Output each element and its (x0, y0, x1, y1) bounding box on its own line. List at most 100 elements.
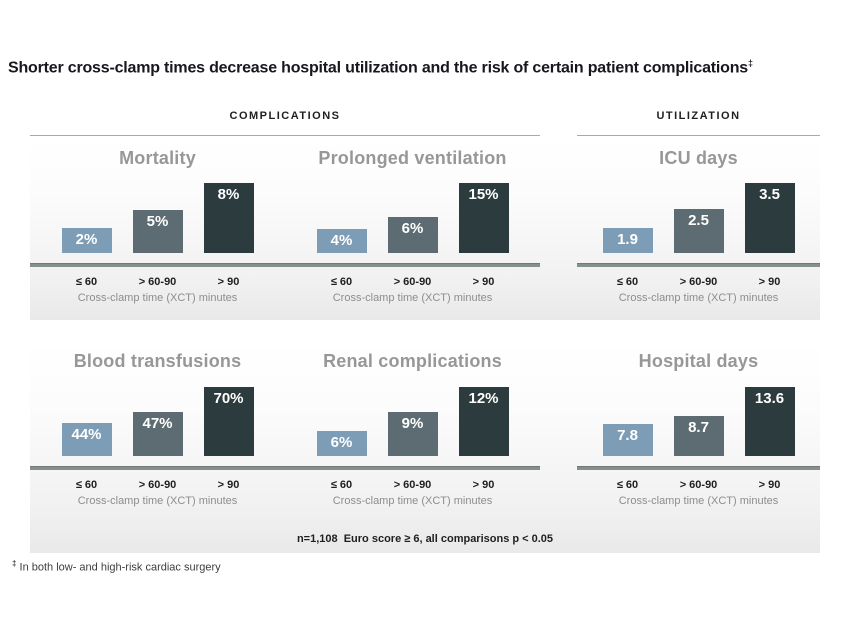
axis-caption: Cross-clamp time (XCT) minutes (77, 495, 238, 507)
bar-xct-gt90: 15% (458, 183, 509, 253)
bar-value: 3.5 (759, 186, 780, 203)
bar-xct-60-90: 6% (387, 217, 438, 253)
axis-labels-icu-days: ≤ 60 > 60-90 > 90 Cross-clamp time (XCT)… (577, 267, 820, 320)
bar-xct-gt90: 12% (458, 387, 509, 456)
charts-row: Blood transfusions 44% 47% 70% Renal com… (30, 342, 540, 466)
bar-xct-gt90: 70% (203, 387, 254, 456)
chart-row-1: Mortality 2% 5% 8% Prolonged ventilation… (30, 139, 820, 320)
bar-xct-le60: 44% (61, 423, 112, 456)
bar-value: 2.5 (688, 212, 709, 229)
tick-label: > 60-90 (138, 479, 177, 491)
chart-title: ICU days (659, 148, 738, 168)
tick-label: ≤ 60 (616, 276, 639, 288)
chart-blood-transfusions: Blood transfusions 44% 47% 70% (30, 342, 285, 466)
tick-row: ≤ 60 > 60-90 > 90 (317, 276, 509, 288)
footnote-text: In both low- and high-risk cardiac surge… (16, 561, 221, 574)
bar-value: 15% (468, 186, 499, 203)
axis-labels-row: ≤ 60 > 60-90 > 90 Cross-clamp time (XCT)… (577, 267, 820, 320)
tick-row: ≤ 60 > 60-90 > 90 (603, 479, 795, 491)
axis-caption: Cross-clamp time (XCT) minutes (332, 292, 493, 304)
footnote: ‡ In both low- and high-risk cardiac sur… (12, 559, 221, 574)
axis-line (577, 263, 820, 267)
tick-label: > 60-90 (393, 276, 432, 288)
tick-row: ≤ 60 > 60-90 > 90 (62, 479, 254, 491)
tick-label: ≤ 60 (75, 479, 98, 491)
axis-labels-hospital-days: ≤ 60 > 60-90 > 90 Cross-clamp time (XCT)… (577, 470, 820, 553)
chart-title: Blood transfusions (73, 351, 242, 371)
bar-value: 9% (401, 415, 424, 432)
chart-title: Prolonged ventilation (318, 148, 507, 168)
chart-title: Hospital days (638, 351, 759, 371)
bar-value: 7.8 (617, 427, 638, 444)
axis-line (30, 263, 540, 267)
tick-row: ≤ 60 > 60-90 > 90 (317, 479, 509, 491)
axis-labels-mortality: ≤ 60 > 60-90 > 90 Cross-clamp time (XCT)… (30, 267, 285, 320)
bar-xct-gt90: 13.6 (744, 387, 795, 456)
bar-group: 1.9 2.5 3.5 (602, 173, 795, 253)
charts-row: Hospital days 7.8 8.7 13.6 (577, 342, 820, 466)
charts-row: Mortality 2% 5% 8% Prolonged ventilation… (30, 139, 540, 263)
bar-xct-60-90: 47% (132, 412, 183, 456)
chart-title: Renal complications (323, 351, 502, 371)
bar-xct-gt90: 8% (203, 183, 254, 253)
utilization-group-row2: Hospital days 7.8 8.7 13.6 ≤ 60 > 60-90 … (577, 342, 820, 553)
bar-xct-60-90: 2.5 (673, 209, 724, 253)
bar-value: 47% (142, 415, 173, 432)
tick-label: > 60-90 (393, 479, 432, 491)
utilization-group-row1: ICU days 1.9 2.5 3.5 ≤ 60 > 60-90 > 90 (577, 139, 820, 320)
tick-label: ≤ 60 (616, 479, 639, 491)
group-gap (540, 342, 577, 553)
bar-value: 8% (217, 186, 240, 203)
section-header-complications: COMPLICATIONS (30, 110, 540, 136)
bar-group: 2% 5% 8% (61, 173, 254, 253)
chart-row-2: Blood transfusions 44% 47% 70% Renal com… (30, 342, 820, 553)
axis-caption: Cross-clamp time (XCT) minutes (618, 495, 779, 507)
chart-prolonged-ventilation: Prolonged ventilation 4% 6% 15% (285, 139, 540, 263)
bar-group: 4% 6% 15% (316, 173, 509, 253)
section-gap (540, 110, 577, 136)
tick-label: > 60-90 (138, 276, 177, 288)
tick-row: ≤ 60 > 60-90 > 90 (62, 276, 254, 288)
axis-line (577, 466, 820, 470)
tick-label: > 90 (758, 479, 781, 491)
bar-value: 2% (75, 231, 98, 248)
bar-value: 44% (71, 426, 102, 443)
group-gap (540, 139, 577, 320)
bar-xct-60-90: 5% (132, 210, 183, 253)
axis-labels-row: ≤ 60 > 60-90 > 90 Cross-clamp time (XCT)… (30, 267, 540, 320)
tick-row: ≤ 60 > 60-90 > 90 (603, 276, 795, 288)
bar-xct-le60: 7.8 (602, 424, 653, 456)
bar-group: 7.8 8.7 13.6 (602, 376, 795, 456)
axis-caption: Cross-clamp time (XCT) minutes (77, 292, 238, 304)
page-title-text: Shorter cross-clamp times decrease hospi… (8, 59, 748, 77)
bar-xct-60-90: 9% (387, 412, 438, 456)
footnote-symbol: ‡ (12, 559, 17, 568)
bar-value: 6% (401, 220, 424, 237)
complications-group-row1: Mortality 2% 5% 8% Prolonged ventilation… (30, 139, 540, 320)
tick-label: > 90 (472, 479, 495, 491)
axis-labels-row: ≤ 60 > 60-90 > 90 Cross-clamp time (XCT)… (577, 470, 820, 553)
bar-xct-le60: 2% (61, 228, 112, 253)
page-title: Shorter cross-clamp times decrease hospi… (8, 58, 753, 77)
tick-label: > 90 (758, 276, 781, 288)
axis-labels-blood-transfusions: ≤ 60 > 60-90 > 90 Cross-clamp time (XCT)… (30, 470, 285, 553)
axis-caption: Cross-clamp time (XCT) minutes (618, 292, 779, 304)
infographic: COMPLICATIONS UTILIZATION Mortality 2% 5… (30, 110, 820, 553)
axis-labels-renal-complications: ≤ 60 > 60-90 > 90 Cross-clamp time (XCT)… (285, 470, 540, 553)
tick-label: > 60-90 (679, 276, 718, 288)
bar-value: 1.9 (617, 231, 638, 248)
axis-caption: Cross-clamp time (XCT) minutes (332, 495, 493, 507)
bar-value: 12% (468, 390, 499, 407)
bar-value: 6% (330, 434, 353, 451)
bar-value: 70% (213, 390, 244, 407)
tick-label: > 90 (217, 276, 240, 288)
bar-xct-le60: 6% (316, 431, 367, 456)
chart-title: Mortality (119, 148, 196, 168)
tick-label: ≤ 60 (330, 479, 353, 491)
tick-label: ≤ 60 (75, 276, 98, 288)
tick-label: > 90 (217, 479, 240, 491)
chart-icu-days: ICU days 1.9 2.5 3.5 (577, 139, 820, 263)
bar-value: 8.7 (688, 419, 709, 436)
bar-xct-gt90: 3.5 (744, 183, 795, 253)
bar-xct-le60: 1.9 (602, 228, 653, 253)
